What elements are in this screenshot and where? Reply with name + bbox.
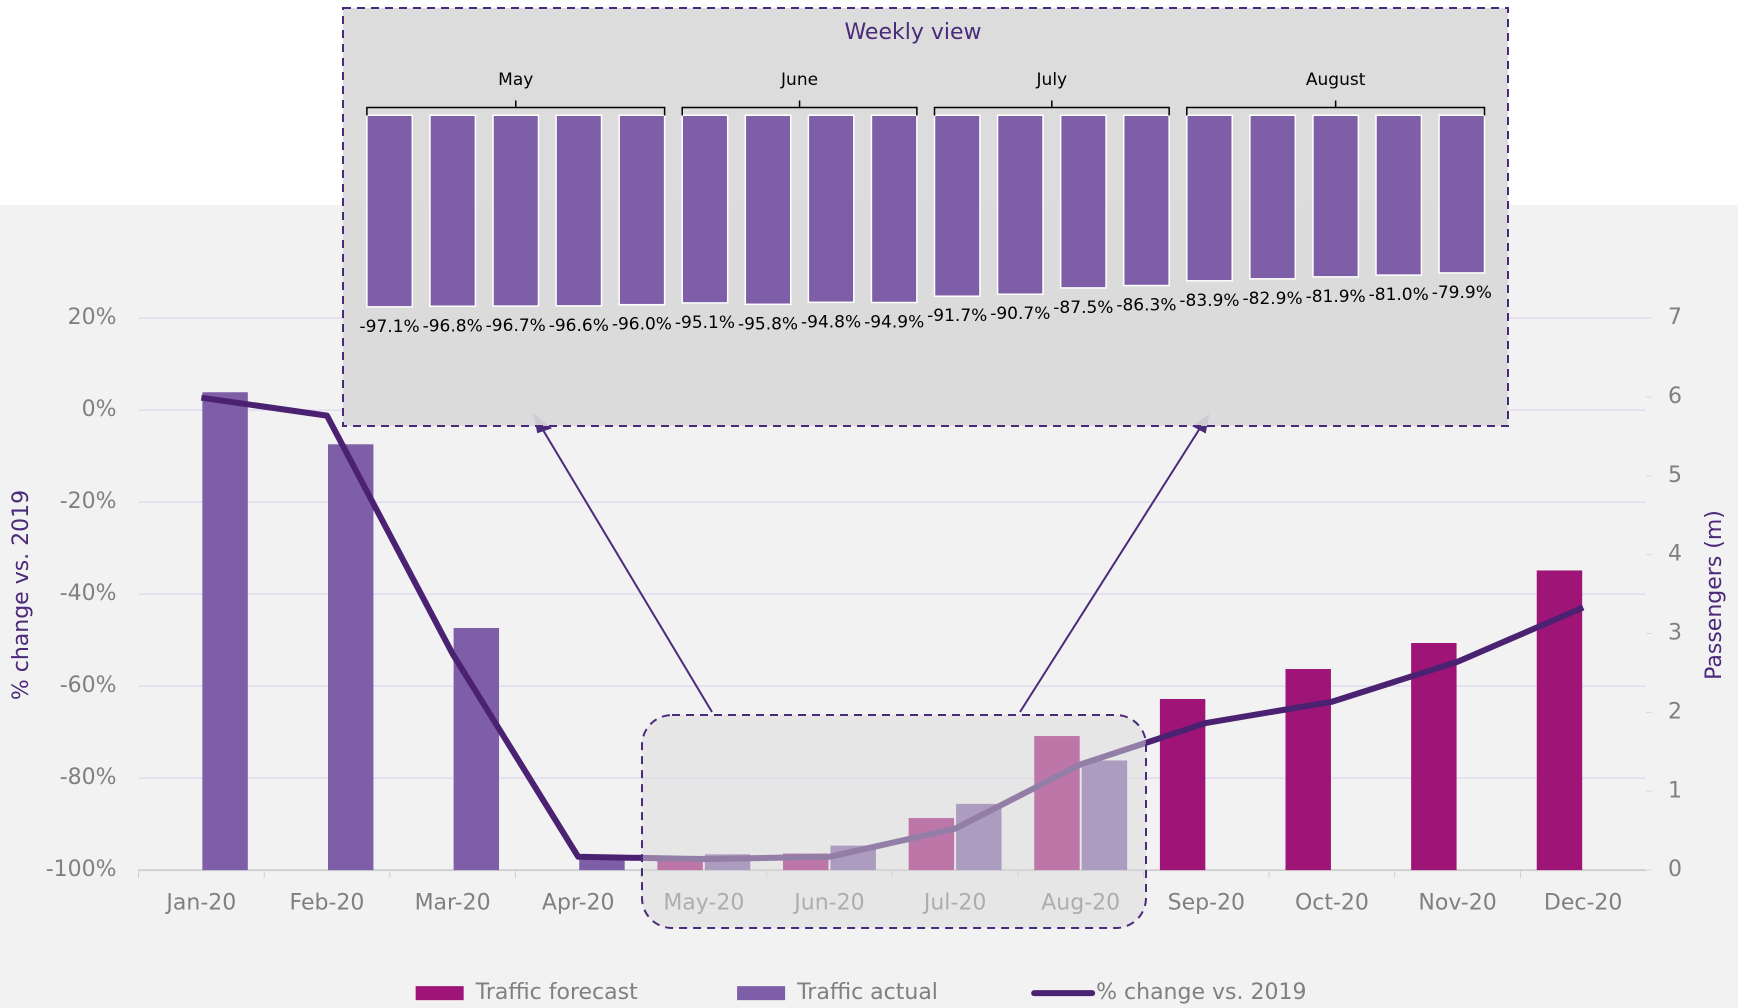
legend-label: Traffic forecast bbox=[475, 980, 638, 1005]
weekly-value-label: -97.1% bbox=[360, 317, 420, 337]
weekly-value-label: -94.8% bbox=[801, 312, 861, 332]
weekly-value-label: -96.0% bbox=[612, 315, 672, 335]
y-tick-label: 0% bbox=[82, 397, 117, 422]
month-bracket bbox=[1186, 100, 1486, 116]
x-tick-label: Sep-20 bbox=[1168, 890, 1245, 915]
month-bracket bbox=[681, 100, 918, 116]
weekly-value-label: -81.0% bbox=[1369, 285, 1429, 305]
weekly-value-label: -79.9% bbox=[1432, 283, 1492, 303]
month-bracket bbox=[366, 100, 666, 116]
weekly-value-label: -96.8% bbox=[423, 316, 483, 336]
weekly-bar bbox=[681, 114, 729, 304]
weekly-bar bbox=[555, 114, 603, 307]
legend-label: Traffic actual bbox=[796, 980, 938, 1005]
month-label: July bbox=[1036, 70, 1068, 90]
y2-axis-title: Passengers (m) bbox=[1702, 510, 1727, 680]
weekly-bar bbox=[744, 114, 792, 306]
weekly-value-label: -96.7% bbox=[486, 316, 546, 336]
y2-tick-label: 0 bbox=[1668, 857, 1682, 882]
y2-tick-label: 6 bbox=[1668, 384, 1682, 409]
weekly-bar bbox=[807, 114, 855, 304]
weekly-value-label: -90.7% bbox=[990, 304, 1050, 324]
x-tick-label: Oct-20 bbox=[1295, 890, 1369, 915]
inset-chart: -97.1% -96.8% -96.7% -96.6% -96.0% -95.1% -95.… bbox=[360, 70, 1492, 337]
bar bbox=[1411, 643, 1457, 871]
y-tick-label: -100% bbox=[46, 857, 117, 882]
weekly-value-label: -95.1% bbox=[675, 313, 735, 333]
weekly-bar bbox=[1122, 114, 1170, 287]
y2-tick-label: 1 bbox=[1668, 778, 1682, 803]
arrow bbox=[1019, 424, 1203, 713]
y-tick-label: -20% bbox=[60, 489, 117, 514]
weekly-bar bbox=[1375, 114, 1423, 276]
weekly-value-label: -86.3% bbox=[1116, 296, 1176, 316]
weekly-value-label: -95.8% bbox=[738, 314, 798, 334]
bar bbox=[327, 444, 374, 871]
x-tick-label: Feb-20 bbox=[290, 890, 365, 915]
month-bracket bbox=[933, 100, 1170, 116]
legend-label: % change vs. 2019 bbox=[1096, 980, 1306, 1005]
weekly-bar bbox=[1438, 114, 1486, 274]
y2-tick-label: 3 bbox=[1668, 621, 1682, 646]
weekly-value-label: -91.7% bbox=[927, 306, 987, 326]
y-tick-label: 20% bbox=[68, 305, 117, 330]
legend-swatch bbox=[737, 986, 786, 1001]
weekly-bar bbox=[429, 114, 477, 308]
x-tick-label: Dec-20 bbox=[1544, 890, 1623, 915]
weekly-value-label: -81.9% bbox=[1306, 287, 1366, 307]
highlight-region bbox=[641, 714, 1147, 929]
y2-tick-label: 2 bbox=[1668, 699, 1682, 724]
y2-tick-label: 7 bbox=[1668, 305, 1682, 330]
bar bbox=[202, 392, 248, 871]
weekly-bar bbox=[933, 114, 981, 297]
y-axis-title: % change vs. 2019 bbox=[9, 490, 34, 700]
weekly-bar bbox=[996, 114, 1044, 295]
weekly-bar bbox=[870, 114, 918, 304]
inset-title: Weekly view bbox=[844, 20, 981, 45]
weekly-value-label: -96.6% bbox=[549, 316, 609, 336]
x-tick-label: Nov-20 bbox=[1418, 890, 1496, 915]
weekly-bar bbox=[366, 114, 414, 308]
bar bbox=[1285, 669, 1331, 871]
weekly-bar bbox=[1249, 114, 1297, 280]
month-label: August bbox=[1306, 70, 1366, 90]
x-tick-label: Jan-20 bbox=[164, 890, 236, 915]
arrow bbox=[539, 424, 713, 713]
weekly-value-label: -87.5% bbox=[1053, 298, 1113, 318]
y2-tick-label: 5 bbox=[1668, 463, 1682, 488]
y-tick-label: -60% bbox=[60, 673, 117, 698]
x-tick-label: Mar-20 bbox=[415, 890, 491, 915]
y-tick-label: -40% bbox=[60, 581, 117, 606]
weekly-bar bbox=[1059, 114, 1107, 289]
weekly-bar bbox=[1312, 114, 1360, 278]
y-tick-label: -80% bbox=[60, 765, 117, 790]
weekly-value-label: -94.9% bbox=[864, 313, 924, 333]
x-tick-label: Apr-20 bbox=[542, 890, 615, 915]
month-label: June bbox=[780, 70, 818, 90]
weekly-bar bbox=[1186, 114, 1233, 282]
weekly-value-label: -83.9% bbox=[1179, 291, 1239, 311]
weekly-bar bbox=[618, 114, 666, 306]
month-label: May bbox=[498, 70, 533, 90]
y2-tick-label: 4 bbox=[1668, 542, 1682, 567]
weekly-bar bbox=[492, 114, 540, 307]
weekly-value-label: -82.9% bbox=[1243, 289, 1303, 309]
legend-swatch bbox=[415, 986, 464, 1001]
